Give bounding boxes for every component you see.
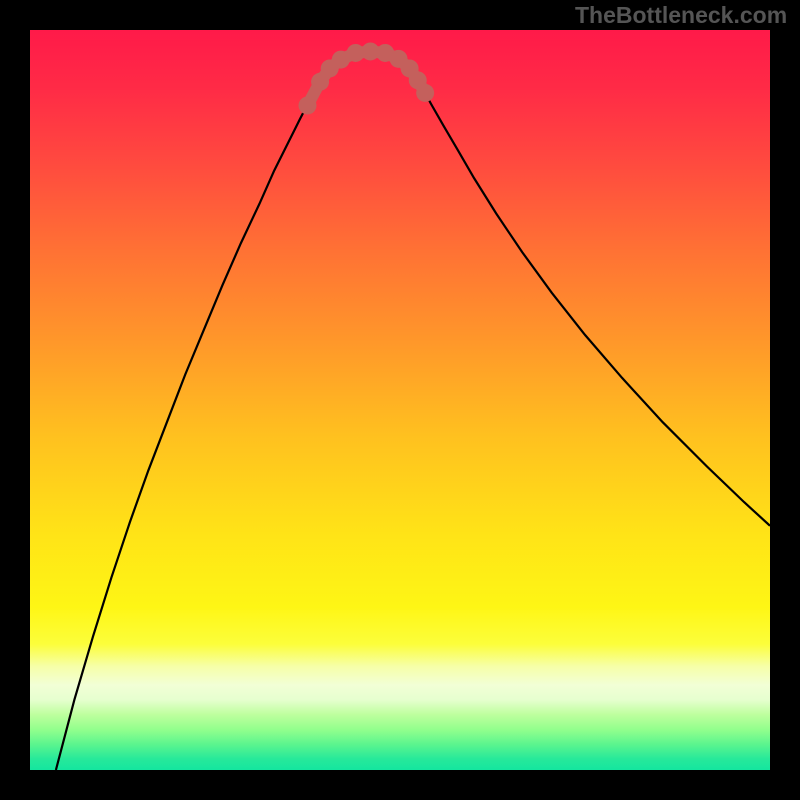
marker-dot <box>416 84 434 102</box>
bottleneck-curve <box>56 51 770 770</box>
marker-dot <box>299 96 317 114</box>
plot-frame <box>30 30 770 770</box>
chart-overlay <box>30 30 770 770</box>
attribution-text: TheBottleneck.com <box>575 2 787 29</box>
chart-stage: TheBottleneck.com <box>0 0 800 800</box>
